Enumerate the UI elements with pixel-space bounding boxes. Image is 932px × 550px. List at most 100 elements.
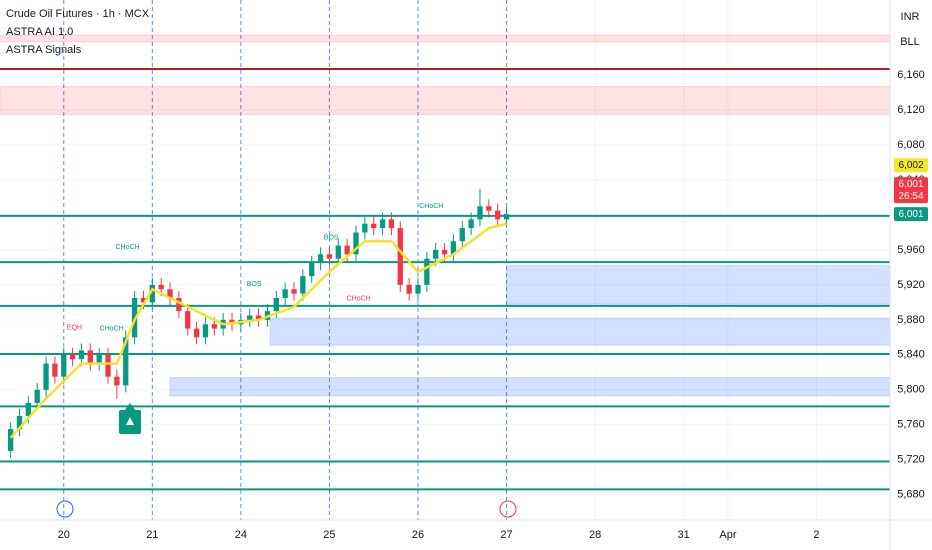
y-tick-label: 6,160 [897, 69, 925, 81]
annotation: EQH [67, 325, 82, 332]
price-tag-label: 6,001 [898, 209, 923, 220]
candle-body [486, 206, 492, 211]
y-tick-label: 5,760 [897, 419, 925, 431]
candle-body [114, 376, 120, 386]
candle-body [503, 214, 510, 220]
event-icon[interactable] [56, 500, 74, 518]
candle-body [433, 249, 439, 259]
candle-body [185, 311, 191, 329]
zone [506, 265, 891, 305]
annotation: CHoCH [347, 296, 371, 303]
price-tag-label: 6,001 [898, 179, 923, 190]
candle-body [388, 219, 395, 229]
x-tick-label: 21 [146, 529, 158, 541]
x-tick-label: 24 [235, 529, 247, 541]
candle-body [282, 289, 288, 299]
candle-body [291, 289, 297, 294]
candle-body [105, 354, 111, 377]
plot-area: CHoCH EQH CHoCH BOS BOS CHoCH CHoCH [0, 0, 891, 520]
chart-title: Crude Oil Futures · 1h · MCX [6, 8, 150, 20]
candle-body [335, 245, 341, 259]
annotation: CHoCH [115, 244, 139, 251]
candle-body [379, 219, 386, 229]
candle-body [61, 354, 67, 377]
y-tick-label: 5,960 [897, 244, 925, 256]
zone [269, 317, 891, 346]
zone [0, 86, 891, 115]
x-tick-label: 25 [323, 529, 335, 541]
candle-body [344, 245, 350, 255]
candle-body [495, 210, 501, 220]
zone [0, 34, 891, 43]
candle-body [362, 223, 368, 233]
candle-body [317, 254, 324, 264]
y-tick-label: 5,840 [897, 349, 925, 361]
candle-body [459, 228, 465, 242]
buy-signal [119, 403, 141, 434]
candle-body [477, 206, 483, 220]
candle-body [326, 254, 333, 259]
annotation: BOS [324, 235, 339, 242]
candle-body [247, 315, 253, 320]
candle-body [406, 284, 412, 294]
candle-body [7, 429, 14, 451]
price-tag [894, 158, 928, 173]
candle-body [25, 402, 31, 416]
candle-body [34, 389, 40, 403]
candle-body [273, 298, 279, 312]
candle-body [202, 324, 209, 338]
currency[interactable]: INR [901, 11, 920, 23]
candle-body [255, 315, 262, 320]
x-tick-label: 2 [813, 529, 819, 541]
x-tick-label: 31 [678, 529, 690, 541]
candle-body [441, 249, 448, 255]
candle-body [123, 337, 129, 386]
price-tag-label: 6,002 [898, 160, 923, 171]
y-tick-label: 5,800 [897, 384, 925, 396]
candle-body [69, 354, 76, 360]
candle-body [371, 223, 377, 229]
annotation: CHoCH [100, 325, 124, 332]
y-tick-label: 5,680 [897, 489, 925, 501]
candle-body [309, 263, 315, 277]
candle-body [450, 241, 457, 255]
candle-body [193, 328, 200, 338]
y-tick-label: 6,080 [897, 139, 925, 151]
candle-body [176, 298, 182, 312]
event-icon[interactable] [499, 500, 517, 518]
x-tick-label: Apr [719, 529, 736, 541]
y-tick-label: 5,720 [897, 454, 925, 466]
candle-body [43, 363, 49, 390]
annotation: BOS [247, 281, 262, 288]
candle-body [96, 354, 102, 364]
x-tick-label: 20 [58, 529, 70, 541]
candle-body [16, 416, 23, 430]
candle-body [149, 284, 155, 303]
countdown: 26:54 [898, 191, 923, 202]
y-tick-label: 5,920 [897, 279, 925, 291]
candle-body [158, 284, 164, 290]
x-tick-label: 27 [500, 529, 512, 541]
candle-body [397, 228, 403, 285]
indicator-name: ASTRA Signals [6, 44, 82, 56]
candle-body [87, 350, 93, 364]
unit[interactable]: BLL [900, 36, 920, 48]
candle-body [415, 284, 421, 294]
candle-body [52, 363, 58, 377]
overlay-line [9, 222, 507, 439]
candle-body [78, 350, 85, 360]
candle-body [468, 219, 474, 229]
candle-body [424, 258, 430, 285]
candle-body [140, 298, 147, 303]
candle-body [300, 276, 306, 294]
price-tag [894, 177, 928, 204]
y-tick-label: 6,120 [897, 104, 925, 116]
candle-body [167, 289, 173, 299]
annotation: CHoCH [419, 203, 443, 210]
y-tick-label: 5,880 [897, 314, 925, 326]
candle-body [353, 232, 359, 255]
indicator-name: ASTRA AI 1.0 [6, 26, 73, 38]
price-tag [894, 207, 928, 222]
